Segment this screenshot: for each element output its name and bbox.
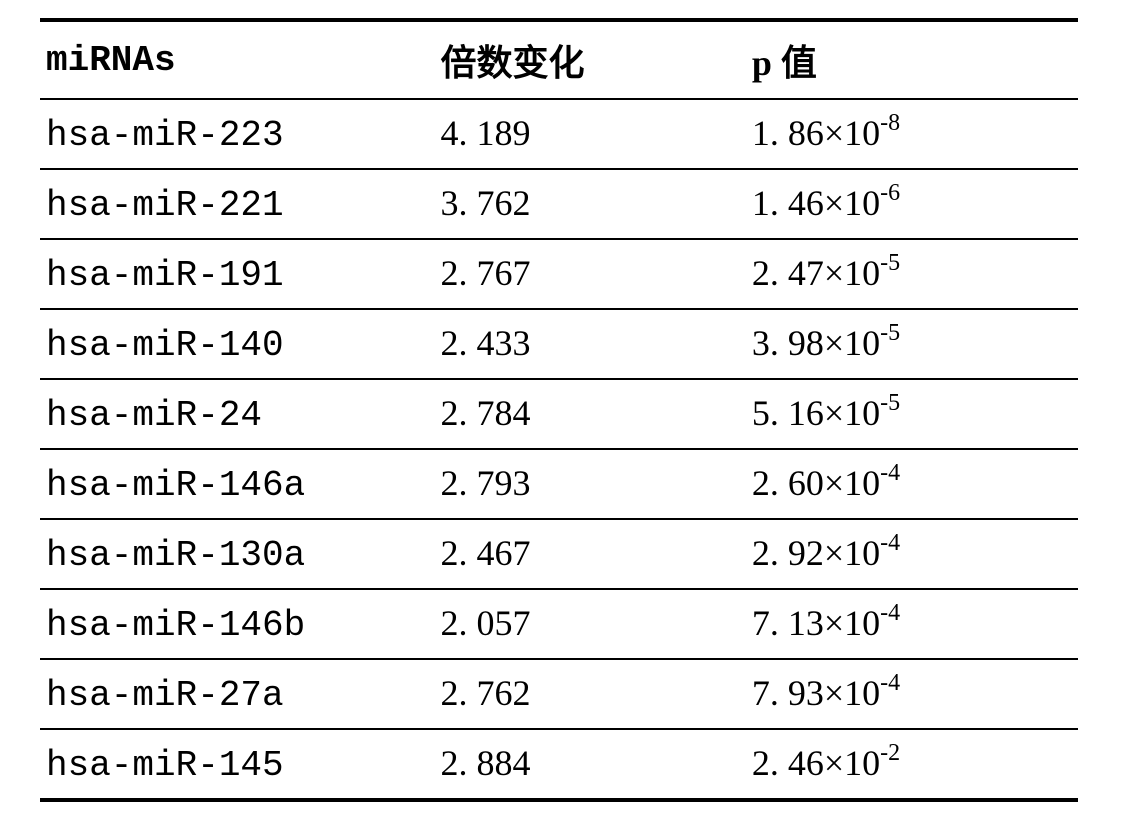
- times-symbol: ×: [824, 393, 844, 433]
- pval-base: 10: [844, 323, 880, 363]
- pval-exponent: -2: [880, 740, 900, 766]
- pval-exponent: -5: [880, 320, 900, 346]
- pval-base: 10: [844, 673, 880, 713]
- pval-exponent: -4: [880, 670, 900, 696]
- pval-mantissa: 1. 86: [752, 113, 824, 153]
- times-symbol: ×: [824, 183, 844, 223]
- pval-mantissa: 7. 93: [752, 673, 824, 713]
- pval-exponent: -4: [880, 530, 900, 556]
- fold-change-cell: 2. 884: [434, 729, 745, 800]
- p-value-cell: 3. 98×10-5: [746, 309, 1078, 379]
- pval-mantissa: 2. 60: [752, 463, 824, 503]
- pval-mantissa: 1. 46: [752, 183, 824, 223]
- mirna-name-cell: hsa-miR-145: [40, 729, 434, 800]
- pval-mantissa: 2. 47: [752, 253, 824, 293]
- p-value-cell: 5. 16×10-5: [746, 379, 1078, 449]
- pval-base: 10: [844, 113, 880, 153]
- pval-base: 10: [844, 393, 880, 433]
- table-body: hsa-miR-2234. 1891. 86×10-8hsa-miR-2213.…: [40, 99, 1078, 800]
- pval-mantissa: 5. 16: [752, 393, 824, 433]
- p-value-cell: 1. 86×10-8: [746, 99, 1078, 169]
- mirna-name-cell: hsa-miR-27a: [40, 659, 434, 729]
- fold-change-cell: 2. 767: [434, 239, 745, 309]
- fold-change-cell: 2. 433: [434, 309, 745, 379]
- times-symbol: ×: [824, 113, 844, 153]
- times-symbol: ×: [824, 323, 844, 363]
- pval-mantissa: 2. 92: [752, 533, 824, 573]
- times-symbol: ×: [824, 673, 844, 713]
- times-symbol: ×: [824, 253, 844, 293]
- pval-exponent: -6: [880, 180, 900, 206]
- header-fold-change: 倍数变化: [434, 20, 745, 99]
- p-value-cell: 7. 13×10-4: [746, 589, 1078, 659]
- table-row: hsa-miR-242. 7845. 16×10-5: [40, 379, 1078, 449]
- times-symbol: ×: [824, 463, 844, 503]
- pval-exponent: -4: [880, 460, 900, 486]
- table-row: hsa-miR-146a2. 7932. 60×10-4: [40, 449, 1078, 519]
- mirna-name-cell: hsa-miR-130a: [40, 519, 434, 589]
- table-row: hsa-miR-27a2. 7627. 93×10-4: [40, 659, 1078, 729]
- table-header: miRNAs 倍数变化 p 值: [40, 20, 1078, 99]
- fold-change-cell: 4. 189: [434, 99, 745, 169]
- fold-change-cell: 2. 762: [434, 659, 745, 729]
- pval-exponent: -5: [880, 390, 900, 416]
- mirna-table-container: miRNAs 倍数变化 p 值 hsa-miR-2234. 1891. 86×1…: [0, 0, 1128, 820]
- pval-base: 10: [844, 463, 880, 503]
- mirna-name-cell: hsa-miR-146a: [40, 449, 434, 519]
- mirna-name-cell: hsa-miR-191: [40, 239, 434, 309]
- mirna-table: miRNAs 倍数变化 p 值 hsa-miR-2234. 1891. 86×1…: [40, 18, 1078, 802]
- pval-base: 10: [844, 743, 880, 783]
- pval-base: 10: [844, 533, 880, 573]
- pval-base: 10: [844, 253, 880, 293]
- p-value-cell: 2. 47×10-5: [746, 239, 1078, 309]
- header-p-value: p 值: [746, 20, 1078, 99]
- pval-mantissa: 3. 98: [752, 323, 824, 363]
- times-symbol: ×: [824, 533, 844, 573]
- p-value-cell: 1. 46×10-6: [746, 169, 1078, 239]
- fold-change-cell: 2. 057: [434, 589, 745, 659]
- p-value-cell: 2. 46×10-2: [746, 729, 1078, 800]
- pval-base: 10: [844, 603, 880, 643]
- table-row: hsa-miR-146b2. 0577. 13×10-4: [40, 589, 1078, 659]
- mirna-name-cell: hsa-miR-24: [40, 379, 434, 449]
- mirna-name-cell: hsa-miR-146b: [40, 589, 434, 659]
- p-value-cell: 7. 93×10-4: [746, 659, 1078, 729]
- times-symbol: ×: [824, 743, 844, 783]
- mirna-name-cell: hsa-miR-140: [40, 309, 434, 379]
- table-row: hsa-miR-2213. 7621. 46×10-6: [40, 169, 1078, 239]
- table-row: hsa-miR-130a2. 4672. 92×10-4: [40, 519, 1078, 589]
- header-mirna: miRNAs: [40, 20, 434, 99]
- table-row: hsa-miR-1402. 4333. 98×10-5: [40, 309, 1078, 379]
- pval-exponent: -8: [880, 110, 900, 136]
- mirna-name-cell: hsa-miR-221: [40, 169, 434, 239]
- pval-exponent: -4: [880, 600, 900, 626]
- p-value-cell: 2. 92×10-4: [746, 519, 1078, 589]
- pval-base: 10: [844, 183, 880, 223]
- header-row: miRNAs 倍数变化 p 值: [40, 20, 1078, 99]
- mirna-name-cell: hsa-miR-223: [40, 99, 434, 169]
- table-row: hsa-miR-1912. 7672. 47×10-5: [40, 239, 1078, 309]
- times-symbol: ×: [824, 603, 844, 643]
- pval-mantissa: 7. 13: [752, 603, 824, 643]
- fold-change-cell: 2. 784: [434, 379, 745, 449]
- fold-change-cell: 2. 793: [434, 449, 745, 519]
- table-row: hsa-miR-2234. 1891. 86×10-8: [40, 99, 1078, 169]
- pval-exponent: -5: [880, 250, 900, 276]
- fold-change-cell: 3. 762: [434, 169, 745, 239]
- p-value-cell: 2. 60×10-4: [746, 449, 1078, 519]
- table-row: hsa-miR-1452. 8842. 46×10-2: [40, 729, 1078, 800]
- pval-mantissa: 2. 46: [752, 743, 824, 783]
- fold-change-cell: 2. 467: [434, 519, 745, 589]
